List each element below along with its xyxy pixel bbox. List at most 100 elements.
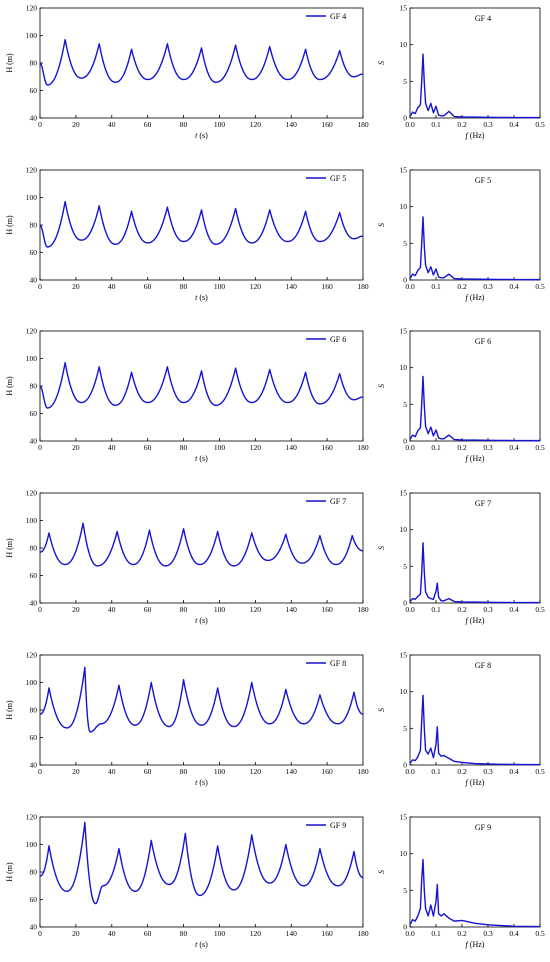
y-tick-label: 0 <box>403 437 407 446</box>
x-tick-label: 60 <box>144 443 152 452</box>
x-tick-label: 40 <box>108 767 116 776</box>
y-tick-label: 100 <box>26 678 38 687</box>
y-tick-label: 100 <box>26 354 38 363</box>
series-line-gf6-time <box>39 361 364 409</box>
y-tick-label: 15 <box>400 813 408 822</box>
y-tick-label: 0 <box>403 599 407 608</box>
x-tick-label: 80 <box>180 443 188 452</box>
x-tick-label: 120 <box>250 282 262 291</box>
y-tick-label: 15 <box>400 4 408 13</box>
chart-panel-spectrum-4: 0.0 0.1 0.2 0.3 0.4 0.5 0 5 10 15 f (Hz) S GF 7 <box>377 489 545 626</box>
y-tick-label: 10 <box>400 525 408 534</box>
y-tick-label: 40 <box>30 761 38 770</box>
y-tick-label: 10 <box>400 849 408 858</box>
x-tick-label: 0.2 <box>457 282 467 291</box>
x-tick-label: 120 <box>250 443 262 452</box>
x-tick-label: 160 <box>321 120 333 129</box>
y-axis-label: H (m) <box>5 376 14 396</box>
x-tick-label: 0.5 <box>535 443 545 452</box>
series-line-gf9-time <box>39 821 364 905</box>
y-tick-label: 120 <box>26 166 38 175</box>
x-tick-label: 0 <box>38 767 42 776</box>
x-tick-label: 120 <box>250 120 262 129</box>
x-tick-label: 0.2 <box>457 605 467 614</box>
x-tick-label: 0 <box>38 282 42 291</box>
x-tick-label: 20 <box>72 929 80 938</box>
x-tick-label: 40 <box>108 282 116 291</box>
y-tick-label: 10 <box>400 363 408 372</box>
x-tick-label: 60 <box>144 605 152 614</box>
y-axis-label: H (m) <box>5 53 14 73</box>
panel-label: GF 4 <box>475 14 491 23</box>
x-axis-label: t (s) <box>195 293 208 302</box>
y-tick-label: 120 <box>26 489 38 498</box>
x-tick-label: 0.1 <box>431 605 441 614</box>
y-axis-label: H (m) <box>5 215 14 235</box>
x-tick-label: 0.5 <box>535 120 545 129</box>
y-tick-label: 80 <box>30 706 38 715</box>
y-axis-label: H (m) <box>5 538 14 558</box>
y-tick-label: 120 <box>26 651 38 660</box>
x-tick-label: 160 <box>321 767 333 776</box>
x-tick-label: 60 <box>144 767 152 776</box>
x-axis-label: f (Hz) <box>466 454 485 463</box>
y-axis-label: H (m) <box>5 700 14 720</box>
y-tick-label: 5 <box>403 239 407 248</box>
x-tick-label: 0 <box>38 120 42 129</box>
x-tick-label: 180 <box>357 120 369 129</box>
y-tick-label: 10 <box>400 687 408 696</box>
y-tick-label: 40 <box>30 114 38 123</box>
series-line-gf8-spectrum <box>409 694 541 766</box>
x-tick-label: 0.0 <box>405 282 415 291</box>
y-tick-label: 10 <box>400 202 408 211</box>
y-tick-label: 120 <box>26 813 38 822</box>
x-tick-label: 0.4 <box>509 443 519 452</box>
plot-frame <box>39 330 364 442</box>
x-tick-label: 180 <box>357 605 369 614</box>
chart-panel-time-1: 0 20 40 60 80 100 120 140 160 180 40 60 80 100 120 t (s… <box>5 4 369 141</box>
x-axis-label: f (Hz) <box>466 131 485 140</box>
x-tick-label: 140 <box>286 282 298 291</box>
x-tick-label: 20 <box>72 120 80 129</box>
x-tick-label: 60 <box>144 929 152 938</box>
x-tick-label: 160 <box>321 282 333 291</box>
y-tick-label: 60 <box>30 409 38 418</box>
y-axis-label: S <box>377 870 386 874</box>
x-tick-label: 0.1 <box>431 282 441 291</box>
x-axis-label: t (s) <box>195 616 208 625</box>
panel-label: GF 6 <box>475 337 491 346</box>
x-tick-label: 160 <box>321 443 333 452</box>
x-tick-label: 60 <box>144 282 152 291</box>
x-tick-label: 80 <box>180 605 188 614</box>
x-axis-label: f (Hz) <box>466 778 485 787</box>
x-tick-label: 120 <box>250 767 262 776</box>
y-tick-label: 60 <box>30 248 38 257</box>
series-line-gf4-time <box>39 38 364 86</box>
x-tick-label: 0.1 <box>431 120 441 129</box>
y-tick-label: 100 <box>26 516 38 525</box>
y-tick-label: 5 <box>403 562 407 571</box>
x-axis-label: f (Hz) <box>466 293 485 302</box>
chart-panel-spectrum-1: 0.0 0.1 0.2 0.3 0.4 0.5 0 5 10 15 f (Hz) S GF 4 <box>377 4 545 141</box>
chart-panel-spectrum-6: 0.0 0.1 0.2 0.3 0.4 0.5 0 5 10 15 f (Hz) S GF 9 <box>377 813 545 950</box>
y-tick-label: 80 <box>30 544 38 553</box>
x-tick-label: 0.4 <box>509 282 519 291</box>
series-line-gf5-spectrum <box>409 216 540 281</box>
y-tick-label: 0 <box>403 114 407 123</box>
x-tick-label: 0 <box>38 443 42 452</box>
panel-label: GF 9 <box>475 823 491 832</box>
y-tick-label: 40 <box>30 599 38 608</box>
x-tick-label: 0.0 <box>405 605 415 614</box>
chart-panel-time-4: 0 20 40 60 80 100 120 140 160 180 40 60 80 100 120 t (s… <box>5 489 369 626</box>
x-tick-label: 0.0 <box>405 443 415 452</box>
plot-frame <box>409 492 541 604</box>
y-tick-label: 80 <box>30 382 38 391</box>
x-tick-label: 0.4 <box>509 605 519 614</box>
x-tick-label: 100 <box>214 120 226 129</box>
series-line-gf9-spectrum <box>409 858 541 928</box>
x-tick-label: 100 <box>214 605 226 614</box>
x-tick-label: 0 <box>38 605 42 614</box>
y-axis-label: S <box>377 708 386 712</box>
chart-panel-time-6: 0 20 40 60 80 100 120 140 160 180 40 60 80 100 120 t (s… <box>5 813 369 950</box>
